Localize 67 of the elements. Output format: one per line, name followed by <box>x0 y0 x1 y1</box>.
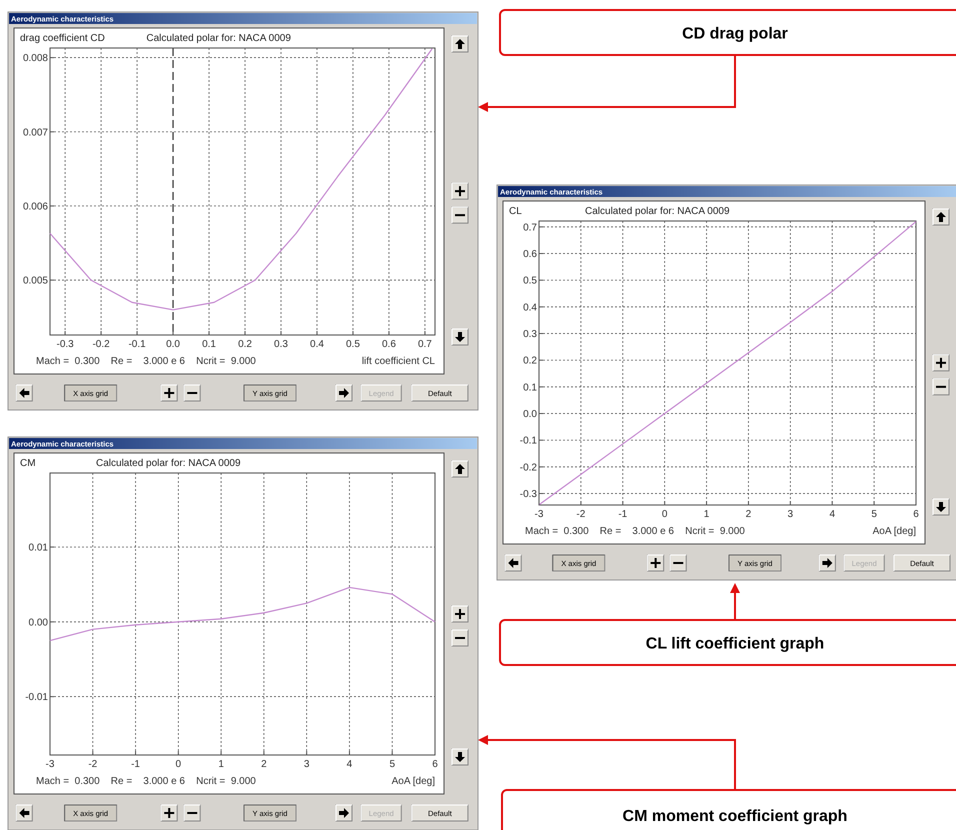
x-tick-label: 5 <box>871 509 878 520</box>
x-tick-label: 6 <box>913 509 920 520</box>
x-tick-label: 1 <box>218 759 224 770</box>
chart-title: Calculated polar for: NACA 0009 <box>585 206 730 217</box>
y-tick-label: 0.5 <box>523 276 538 287</box>
x-axis-title: AoA [deg] <box>392 776 436 787</box>
x-tick-label: 0.7 <box>418 339 432 350</box>
x-tick-label: 0.3 <box>274 339 288 350</box>
x-tick-label: 3 <box>304 759 310 770</box>
chart-title: Calculated polar for: NACA 0009 <box>146 33 292 44</box>
y-tick-label: 0.2 <box>523 356 538 367</box>
x-tick-label: 0.4 <box>310 339 324 350</box>
x-tick-label: -3 <box>534 509 544 520</box>
x-tick-label: 1 <box>704 509 710 520</box>
x-tick-label: 0.2 <box>238 339 252 350</box>
x-tick-label: -3 <box>46 759 55 770</box>
text: CD drag polar <box>682 26 788 42</box>
y-tick-label: 0.1 <box>523 382 538 394</box>
y-tick-label: 0.006 <box>22 201 48 212</box>
y-tick-label: 0.7 <box>523 222 538 234</box>
x-tick-label: 0.6 <box>382 339 396 350</box>
text: Mach = 0.300 Re = 3.000 e 6 Ncrit = 9.000 <box>525 526 746 537</box>
x-tick-label: 0 <box>176 759 182 770</box>
line-series <box>49 48 433 310</box>
x-tick-label: -0.3 <box>56 339 74 350</box>
y-axis-title: CL <box>509 206 522 217</box>
text: Mach = 0.300 Re = 3.000 e 6 Ncrit = 9.000 <box>36 776 256 787</box>
x-tick-label: 0.5 <box>346 339 360 350</box>
x-tick-label: 2 <box>261 759 268 770</box>
y-axis-title: CM <box>20 458 36 469</box>
x-tick-label: -0.2 <box>92 339 110 350</box>
x-tick-label: 5 <box>389 759 396 770</box>
y-tick-label: 0.0 <box>523 409 538 420</box>
x-tick-label: -2 <box>88 759 98 770</box>
y-tick-label: 0.00 <box>28 617 48 628</box>
x-tick-label: 2 <box>746 509 752 520</box>
x-tick-label: 4 <box>829 509 836 520</box>
y-tick-label: 0.005 <box>22 276 48 287</box>
x-tick-label: 3 <box>788 509 794 520</box>
y-tick-label: -0.1 <box>520 436 538 447</box>
x-tick-label: 0.1 <box>202 339 216 350</box>
x-tick-label: 6 <box>432 759 438 770</box>
chart-title: Calculated polar for: NACA 0009 <box>96 458 241 469</box>
x-tick-label: 4 <box>346 759 353 770</box>
y-tick-label: -0.01 <box>25 692 48 704</box>
text: CM moment coefficient graph <box>622 808 848 825</box>
x-tick-label: 0 <box>662 509 668 520</box>
y-tick-label: -0.3 <box>520 489 538 500</box>
x-tick-label: 0.0 <box>166 339 180 350</box>
y-tick-label: 0.01 <box>28 542 48 554</box>
line-series <box>49 586 436 642</box>
x-tick-label: -1 <box>618 509 628 520</box>
y-tick-label: 0.3 <box>523 329 538 340</box>
y-tick-label: -0.2 <box>520 462 538 474</box>
x-tick-label: -2 <box>576 509 586 520</box>
y-tick-label: 0.4 <box>523 302 538 314</box>
x-axis-title: lift coefficient CL <box>362 356 436 367</box>
x-tick-label: -1 <box>131 759 140 770</box>
x-tick-label: -0.1 <box>128 339 146 350</box>
line-series <box>538 220 917 506</box>
y-tick-label: 0.6 <box>523 249 538 260</box>
text: CL lift coefficient graph <box>646 636 824 652</box>
y-tick-label: 0.008 <box>22 53 48 64</box>
x-axis-title: AoA [deg] <box>872 526 916 537</box>
text: Mach = 0.300 Re = 3.000 e 6 Ncrit = 9.000 <box>36 356 256 367</box>
y-tick-label: 0.007 <box>22 127 48 138</box>
y-axis-title: drag coefficient CD <box>20 33 105 44</box>
